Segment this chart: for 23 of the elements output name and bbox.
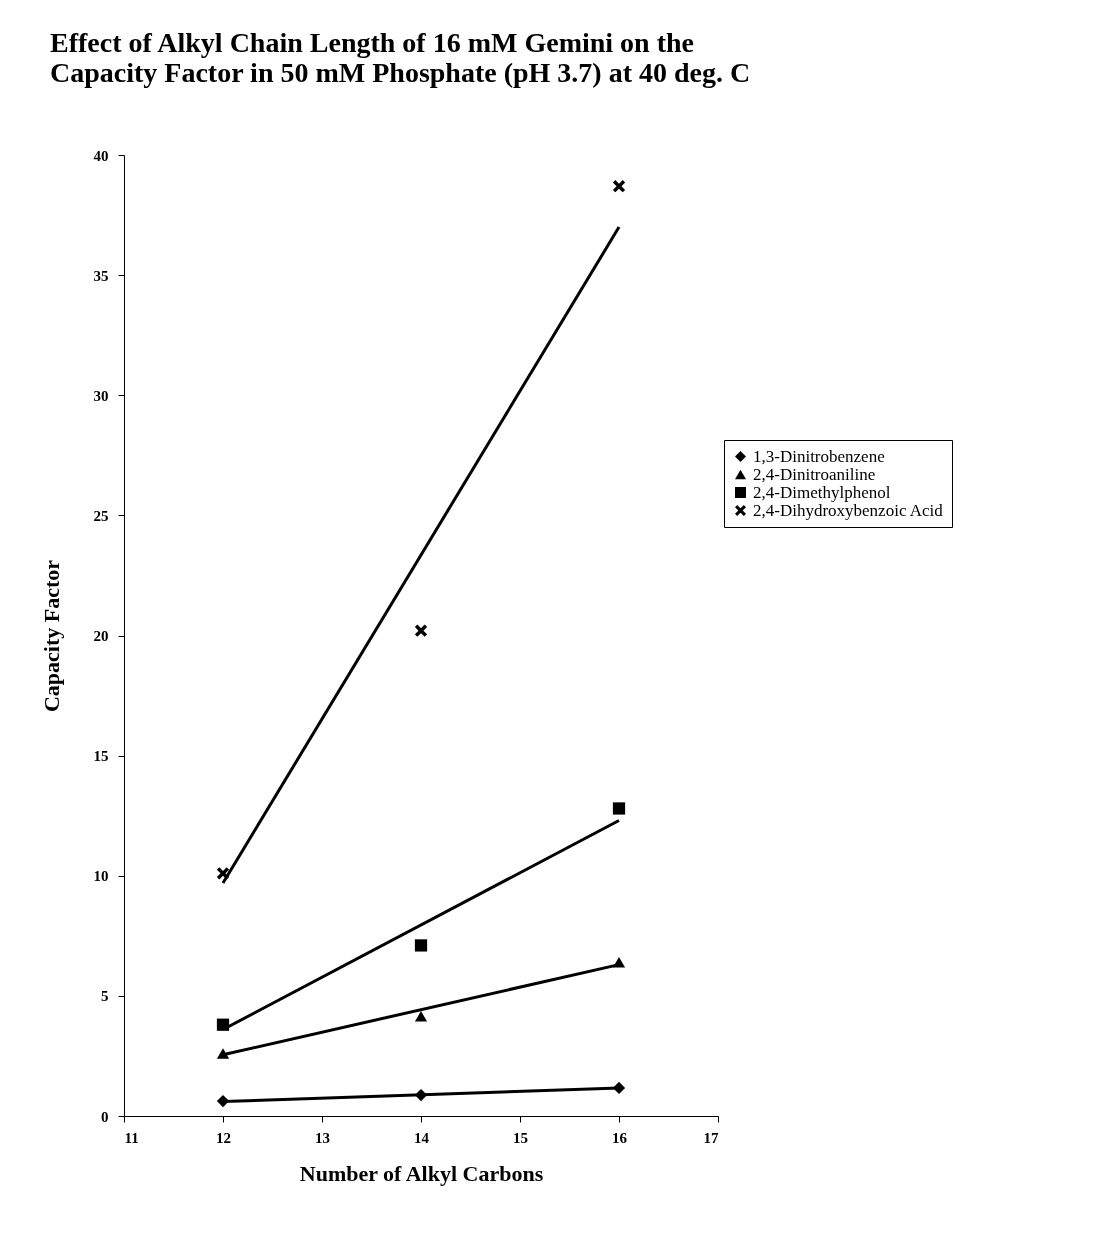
y-tick-label: 0 (101, 1108, 109, 1125)
y-tick-label: 20 (93, 628, 109, 644)
y-tick-label: 30 (93, 387, 109, 404)
y-tick-label: 10 (93, 868, 109, 885)
y-tick-label: 5 (101, 988, 109, 1005)
y-axis-title: Capacity Factor (38, 559, 64, 713)
x-tick-label: 12 (216, 1129, 231, 1146)
x-tick-label: 16 (612, 1129, 628, 1146)
text: Capacity Factor in 50 mM Phosphate (pH 3.7) at 40 deg. C (50, 57, 751, 88)
y-tick-label: 40 (93, 147, 109, 164)
legend-label: 2,4-Dinitroaniline (753, 464, 876, 484)
x-axis-title: Number of Alkyl Carbons (299, 1160, 544, 1186)
y-tick-label: 25 (93, 507, 109, 524)
x-tick-label: 14 (414, 1129, 430, 1146)
x-tick-label: 15 (513, 1129, 528, 1146)
text: Effect of Alkyl Chain Length of 16 mM Gemini on the (50, 27, 694, 58)
legend-label: 2,4-Dimethylphenol (753, 482, 891, 502)
y-tick-label: 15 (93, 748, 109, 765)
x-tick-label: 11 (124, 1129, 139, 1146)
legend-label: 1,3-Dinitrobenzene (753, 446, 885, 466)
y-tick-label: 35 (93, 267, 109, 284)
x-tick-label: 17 (703, 1129, 719, 1146)
x-tick-label: 13 (315, 1129, 330, 1146)
